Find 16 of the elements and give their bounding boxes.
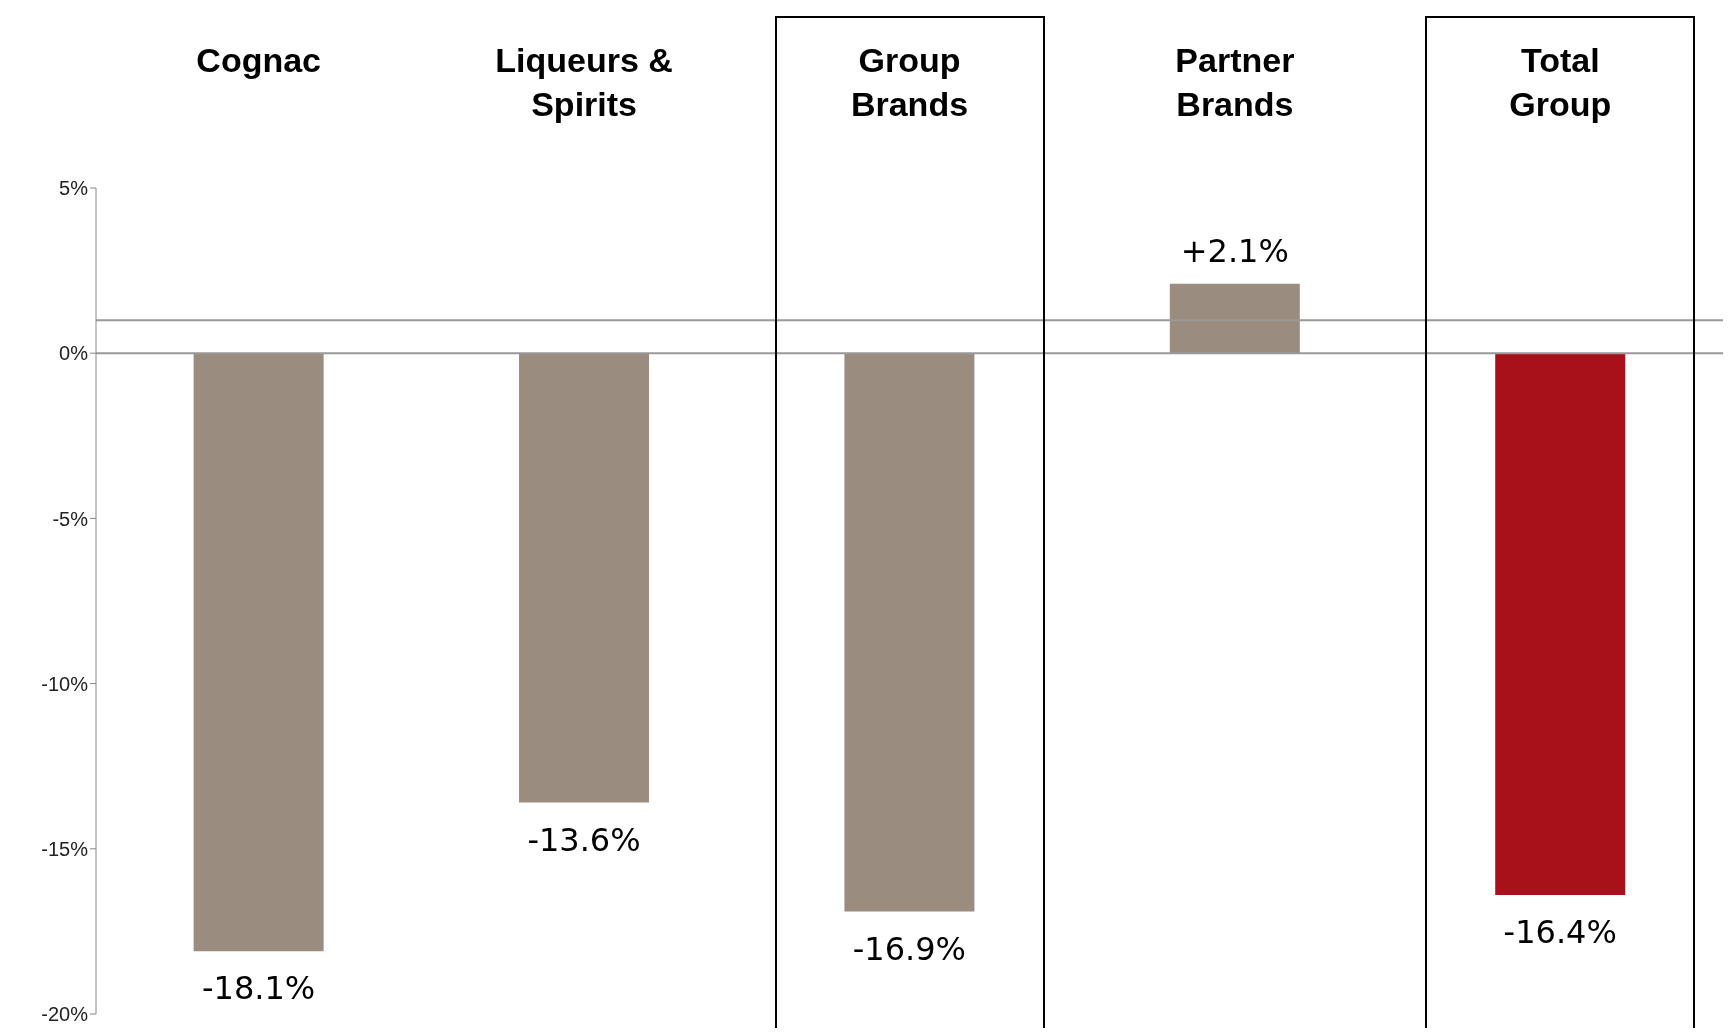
data-label: -13.6%	[527, 820, 641, 859]
y-tick-label: -20%	[41, 1003, 89, 1026]
x-tick-label: Total Group	[1509, 41, 1612, 123]
y-tick-label: 0%	[59, 342, 89, 365]
y-tick-label: -10%	[41, 672, 89, 695]
data-label: +2.1%	[1180, 231, 1289, 270]
data-label: -16.9%	[852, 929, 967, 968]
y-tick-label: 5%	[59, 177, 89, 200]
x-tick-label: Partner Brands	[1175, 41, 1295, 123]
data-label: -18.1%	[202, 969, 316, 1008]
data-label: -16.4%	[1503, 913, 1617, 952]
y-tick-label: -5%	[52, 507, 89, 530]
y-tick-label: -15%	[41, 837, 89, 860]
x-tick-label: Cognac	[196, 41, 322, 79]
x-tick-label: Group Brands	[850, 41, 969, 123]
x-tick-label: Liqueurs & Spirits	[495, 41, 673, 123]
